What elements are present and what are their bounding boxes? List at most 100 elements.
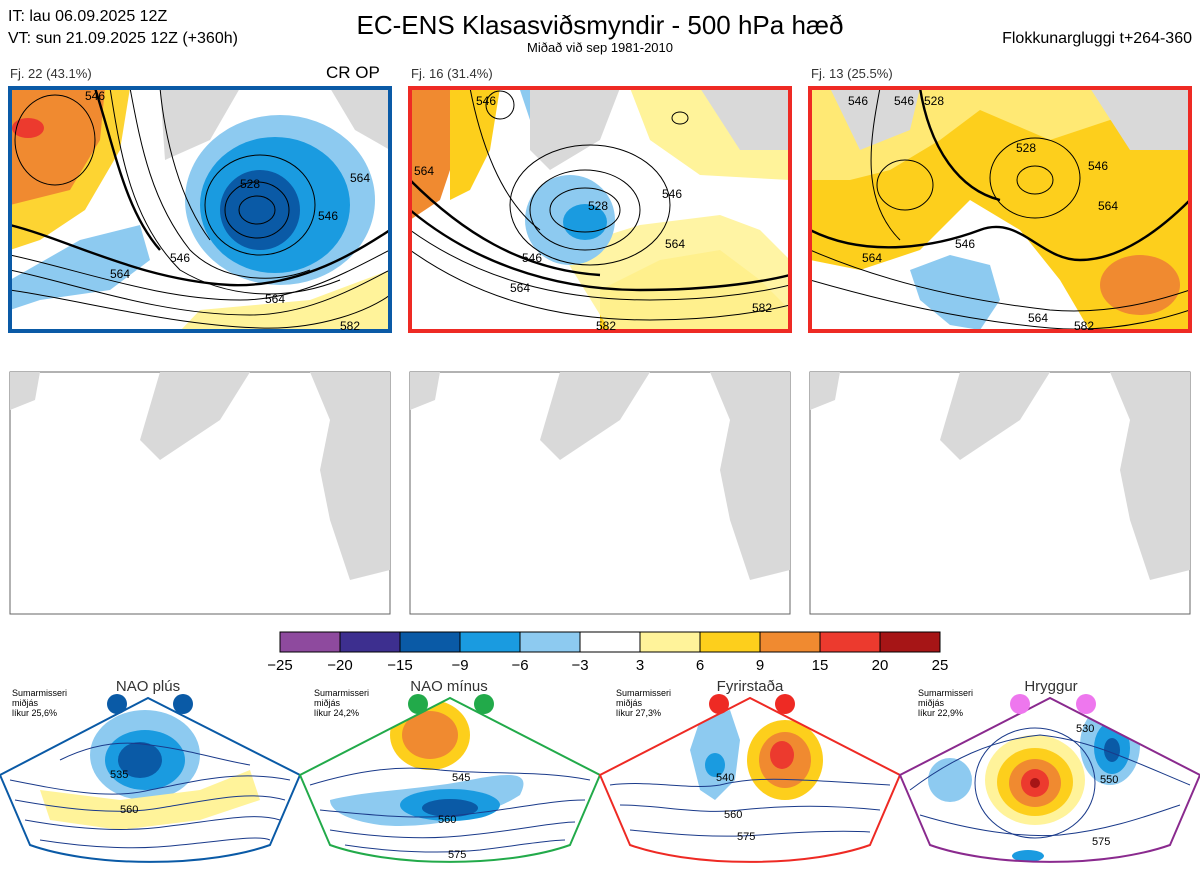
cluster-1-label: Fj. 22 (43.1%) [10,66,92,81]
svg-text:546: 546 [318,209,338,223]
svg-text:528: 528 [240,177,260,191]
valid-time: VT: sun 21.09.2025 12Z (+360h) [8,30,238,47]
cluster-3-label: Fj. 13 (25.5%) [811,66,893,81]
regime-dot [107,694,127,714]
svg-text:564: 564 [414,164,434,178]
regime-dot [474,694,494,714]
regime-title: NAO mínus [410,678,488,695]
init-time: IT: lau 06.09.2025 12Z [8,8,168,25]
colorbar-tick-label: 6 [696,657,704,674]
regime-note: miðjás [314,698,341,708]
colorbar-tick-label: 25 [932,657,949,674]
regime-4-map [900,698,1200,862]
regime-note: Sumarmisseri [314,688,369,698]
cluster-2-label: Fj. 16 (31.4%) [411,66,493,81]
svg-text:546: 546 [522,251,542,265]
regime-title: Fyrirstaða [717,678,784,695]
regime-title: NAO plús [116,678,180,695]
colorbar-tick-label: 20 [872,657,889,674]
svg-text:528: 528 [924,94,944,108]
regime-dot [408,694,428,714]
svg-text:546: 546 [170,251,190,265]
svg-text:564: 564 [110,267,130,281]
regime-4-label-a: 530 [1076,723,1094,735]
regime-2-label-b: 560 [438,814,456,826]
svg-text:546: 546 [955,237,975,251]
cluster-2-contour-labels: 546 564 528 546 546 564 564 582 582 [414,94,772,333]
colorbar-tick-label: −3 [571,657,588,674]
svg-text:546: 546 [848,94,868,108]
cluster-1-badge: CR OP [326,63,380,82]
colorbar-tick-label: 9 [756,657,764,674]
regime-title: Hryggur [1024,678,1077,695]
svg-text:546: 546 [894,94,914,108]
svg-text:546: 546 [662,187,682,201]
svg-text:546: 546 [85,89,105,103]
cluster-window: Flokkunargluggi t+264-360 [1002,30,1192,47]
empty-map-3 [809,371,1191,615]
regime-note: líkur 27,3% [616,708,661,718]
colorbar-tick-label: −6 [511,657,528,674]
regime-1-label-b: 560 [120,804,138,816]
svg-text:546: 546 [476,94,496,108]
regime-note: Sumarmisseri [12,688,67,698]
svg-text:564: 564 [1028,311,1048,325]
regime-note: miðjás [616,698,643,708]
regime-note: Sumarmisseri [918,688,973,698]
empty-map-1 [9,371,391,615]
svg-text:528: 528 [1016,141,1036,155]
page-title: EC-ENS Klasasviðsmyndir - 500 hPa hæð [356,10,844,40]
regime-note: miðjás [918,698,945,708]
regime-note: líkur 24,2% [314,708,359,718]
regime-1-frame [0,696,302,863]
regime-3-label-a: 540 [716,772,734,784]
regime-1-label-a: 535 [110,769,128,781]
cluster-3-contour-labels: 546 546 528 528 546 564 564 546 564 582 [848,94,1118,333]
regime-4-label-b: 550 [1100,774,1118,786]
cluster-1-frame [8,86,392,333]
svg-text:546: 546 [1088,159,1108,173]
empty-maps-row [9,371,1191,615]
cluster-1-map [10,88,390,331]
cluster-1-contour-labels: 546 528 546 564 564 564 546 582 [85,89,370,333]
regime-2-label-c: 575 [448,849,466,861]
regime-3-map [600,698,900,862]
regime-note: líkur 22,9% [918,708,963,718]
regime-note: líkur 25,6% [12,708,57,718]
svg-text:528: 528 [588,199,608,213]
svg-text:564: 564 [862,251,882,265]
regime-note: Sumarmisseri [616,688,671,698]
cluster-3-frame [808,86,1192,333]
page-subtitle: Miðað við sep 1981-2010 [527,40,673,55]
regime-dot [709,694,729,714]
svg-text:564: 564 [665,237,685,251]
regime-2-map [300,698,600,862]
svg-text:582: 582 [752,301,772,315]
regime-dot [173,694,193,714]
regime-2-label-a: 545 [452,772,470,784]
empty-map-2 [409,371,791,615]
colorbar-tick-label: 15 [812,657,829,674]
colorbar: −25 −20 −15 −9 −6 −3 3 6 9 15 20 25 [267,631,949,674]
svg-text:582: 582 [596,319,616,333]
regime-note: miðjás [12,698,39,708]
regime-3-frame [598,696,902,863]
regime-4-frame [898,696,1200,863]
svg-text:582: 582 [1074,319,1094,333]
cluster-2-frame [408,86,792,333]
regime-3-label-c: 575 [737,831,755,843]
regime-dot [775,694,795,714]
colorbar-tick-label: −25 [267,657,292,674]
colorbar-tick-label: −15 [387,657,412,674]
svg-text:564: 564 [265,292,285,306]
cluster-2-map [410,88,790,331]
svg-text:564: 564 [1098,199,1118,213]
cluster-3-map [810,88,1190,331]
regime-contour-labels: 535 560 545 560 575 540 560 575 530 550 … [110,723,1118,861]
regime-dot [1076,694,1096,714]
regime-dot [1010,694,1030,714]
colorbar-swatch [879,631,941,653]
colorbar-tick-label: −20 [327,657,352,674]
